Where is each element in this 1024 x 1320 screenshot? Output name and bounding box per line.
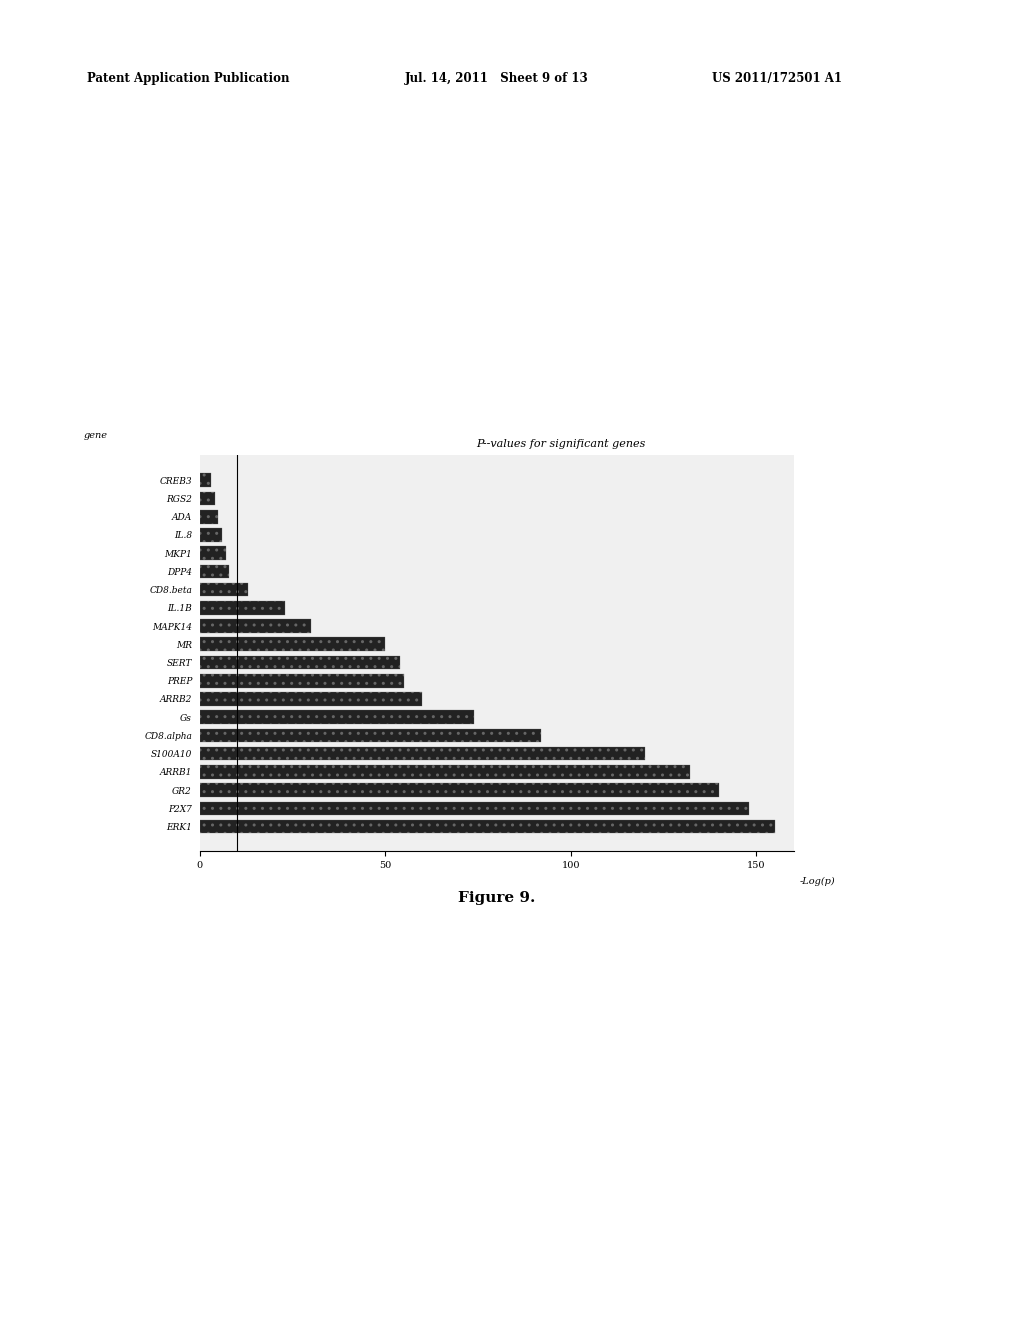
Text: P--values for significant genes: P--values for significant genes — [476, 440, 645, 449]
Bar — [200, 565, 229, 578]
Bar — [200, 601, 285, 615]
Bar — [200, 582, 248, 597]
Bar — [200, 675, 403, 688]
Text: -Log(p): -Log(p) — [800, 878, 836, 886]
Bar — [200, 820, 775, 833]
Text: Figure 9.: Figure 9. — [458, 891, 536, 906]
Bar — [200, 766, 690, 779]
Bar — [200, 692, 422, 706]
Text: gene: gene — [84, 430, 108, 440]
Bar — [200, 638, 385, 651]
Bar — [200, 510, 218, 524]
Bar — [200, 747, 645, 760]
Bar — [200, 491, 215, 506]
Text: Patent Application Publication: Patent Application Publication — [87, 71, 290, 84]
Bar — [200, 546, 225, 560]
Bar — [200, 783, 719, 797]
Bar — [200, 729, 541, 742]
Bar — [200, 656, 400, 669]
Bar — [200, 474, 211, 487]
Text: US 2011/172501 A1: US 2011/172501 A1 — [712, 71, 842, 84]
Text: Jul. 14, 2011   Sheet 9 of 13: Jul. 14, 2011 Sheet 9 of 13 — [404, 71, 588, 84]
Bar — [200, 528, 222, 541]
Bar — [200, 619, 311, 632]
Bar — [200, 710, 474, 725]
Bar — [200, 801, 749, 816]
